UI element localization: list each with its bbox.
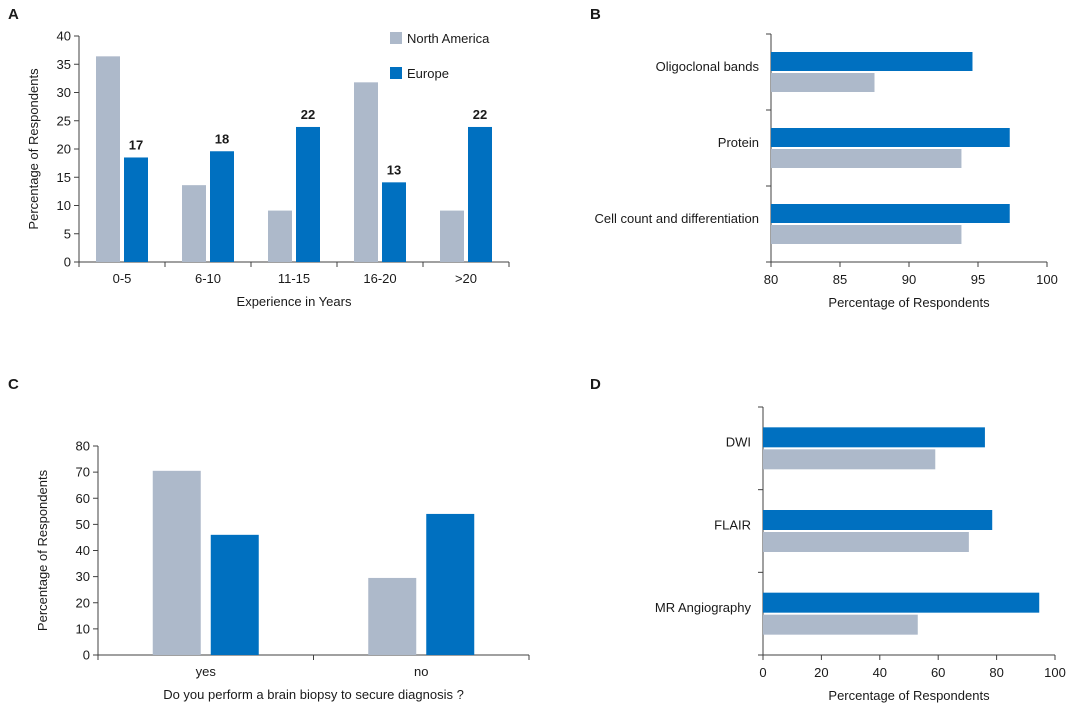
panel-a-bar-europe-0-5	[124, 157, 148, 262]
panel-a-bar-north-america-0-5	[96, 56, 120, 263]
panel-b-bar-europe-cell-count-and-differentiation	[771, 204, 1010, 223]
panel-d-bar-north-america-flair	[763, 532, 969, 552]
panel-d-bar-north-america-mr-angiography	[763, 614, 918, 635]
panel-c-y-tick-label: 30	[76, 569, 90, 584]
panel-a-y-tick-label: 30	[57, 85, 71, 100]
panel-d-x-tick-label: 0	[759, 665, 766, 680]
panel-a-y-tick-label: 10	[57, 198, 71, 213]
panel-a-x-tick-label: 16-20	[363, 271, 396, 286]
panel-c-y-tick-label: 50	[76, 517, 90, 532]
panel-c-bar-europe-yes	[210, 534, 259, 655]
panel-b-chart: 80 85 90 95 100 Oligoclonal bands Protein Cell …	[594, 33, 1058, 310]
panel-a-x-tick-label: 0-5	[113, 271, 132, 286]
panel-a-bar-europe-6-10	[210, 151, 234, 262]
panel-c-y-tick-label: 60	[76, 491, 90, 506]
panel-d-x-tick-label: 60	[931, 665, 945, 680]
panel-a-x-tick-label: >20	[455, 271, 477, 286]
panel-d-x-tick-label: 100	[1044, 665, 1066, 680]
panel-a-bar-north-america-11-15	[268, 210, 292, 262]
panel-c-bar-north-america-yes	[152, 470, 201, 655]
panel-a-data-label: 13	[387, 162, 401, 177]
panel-a-legend-swatch-europe	[390, 67, 402, 79]
panel-b-category-label: Oligoclonal bands	[656, 59, 760, 74]
panel-a-y-axis-title: Percentage of Respondents	[26, 68, 41, 230]
panel-b-x-tick-label: 95	[971, 272, 985, 287]
panel-a-bar-north-america-6-10	[182, 185, 206, 262]
panel-c-chart: 0 10 20 30 40 50 60 70 80 yes no Do you perform a b…	[35, 439, 530, 702]
panel-d-bar-europe-mr-angiography	[763, 592, 1040, 613]
panel-a-legend-swatch-north-america	[390, 32, 402, 44]
panel-b-x-tick-label: 90	[902, 272, 916, 287]
panel-d-bar-europe-flair	[763, 510, 993, 530]
panel-c-y-tick-label: 20	[76, 595, 90, 610]
panel-b-bar-europe-oligoclonal-bands	[771, 52, 973, 71]
panel-b-category-label: Protein	[718, 135, 759, 150]
panel-d-chart: 0 20 40 60 80 100 DWI FLAIR MR Angiography Percen…	[655, 406, 1066, 703]
panel-c-x-tick-label: no	[414, 664, 428, 679]
panel-a-legend-north-america: North America	[407, 31, 490, 46]
panel-d-bar-europe-dwi	[763, 427, 985, 448]
panel-b-x-tick-label: 85	[833, 272, 847, 287]
panel-c-x-tick-label: yes	[196, 664, 217, 679]
panel-b-category-label: Cell count and differentiation	[594, 211, 759, 226]
panel-a-bar-europe-20	[468, 126, 492, 262]
panel-d-x-tick-label: 20	[814, 665, 828, 680]
panel-d-category-label: MR Angiography	[655, 600, 752, 615]
panel-a-data-label: 18	[215, 131, 229, 146]
panel-a-data-label: 22	[301, 107, 315, 122]
panel-c-y-tick-label: 0	[83, 648, 90, 663]
panel-c-bar-north-america-no	[368, 577, 417, 655]
panel-d-x-tick-label: 40	[873, 665, 887, 680]
panel-c-y-axis-title: Percentage of Respondents	[35, 469, 50, 631]
panel-c-y-tick-label: 10	[76, 621, 90, 636]
panel-b-letter: B	[590, 6, 601, 23]
panel-a-x-axis-title: Experience in Years	[237, 294, 352, 309]
panel-c-x-axis-title: Do you perform a brain biopsy to secure …	[163, 687, 464, 702]
panel-d-category-label: FLAIR	[714, 517, 751, 532]
panel-a-data-label: 22	[473, 107, 487, 122]
panel-a-bar-europe-11-15	[296, 126, 320, 262]
panel-a-data-label: 17	[129, 137, 143, 152]
panel-a-y-tick-label: 0	[64, 255, 71, 270]
panel-d-x-tick-label: 80	[989, 665, 1003, 680]
panel-a-y-tick-label: 5	[64, 226, 71, 241]
panel-a-y-tick-label: 20	[57, 142, 71, 157]
panel-b-bar-europe-protein	[771, 128, 1010, 147]
panel-a-y-tick-label: 35	[57, 57, 71, 72]
panel-c-y-tick-label: 70	[76, 465, 90, 480]
panel-c-y-tick-label: 80	[76, 439, 90, 454]
panel-d-letter: D	[590, 376, 601, 393]
panel-b-bar-north-america-protein	[771, 149, 962, 168]
panel-a-bar-north-america-20	[440, 210, 464, 262]
panel-c-bar-europe-no	[426, 513, 475, 655]
panel-a-bar-north-america-16-20	[354, 82, 378, 262]
panel-c-letter: C	[8, 376, 19, 393]
panel-a-x-tick-label: 11-15	[278, 271, 310, 286]
panel-a-x-tick-label: 6-10	[195, 271, 221, 286]
panel-a-y-tick-label: 40	[57, 29, 71, 44]
panel-d-x-axis-title: Percentage of Respondents	[828, 688, 990, 703]
panel-a-y-tick-label: 25	[57, 113, 71, 128]
panel-a-legend-europe: Europe	[407, 66, 449, 81]
panel-b-bar-north-america-cell-count-and-differentiation	[771, 225, 962, 244]
panel-a-chart: 0 5 10 15 20 25 30 35 40 0-5 6-10 11-15 16-20 >20 17 18…	[26, 29, 510, 309]
panel-d-bar-north-america-dwi	[763, 449, 936, 470]
panel-d-category-label: DWI	[726, 435, 751, 450]
panel-a-letter: A	[8, 6, 19, 23]
panel-b-x-axis-title: Percentage of Respondents	[828, 295, 990, 310]
panel-a-bar-europe-16-20	[382, 182, 406, 262]
panel-a-y-tick-label: 15	[57, 170, 71, 185]
panel-b-x-tick-label: 80	[764, 272, 778, 287]
panel-b-x-tick-label: 100	[1036, 272, 1058, 287]
panel-b-bar-north-america-oligoclonal-bands	[771, 73, 875, 92]
panel-c-y-tick-label: 40	[76, 543, 90, 558]
